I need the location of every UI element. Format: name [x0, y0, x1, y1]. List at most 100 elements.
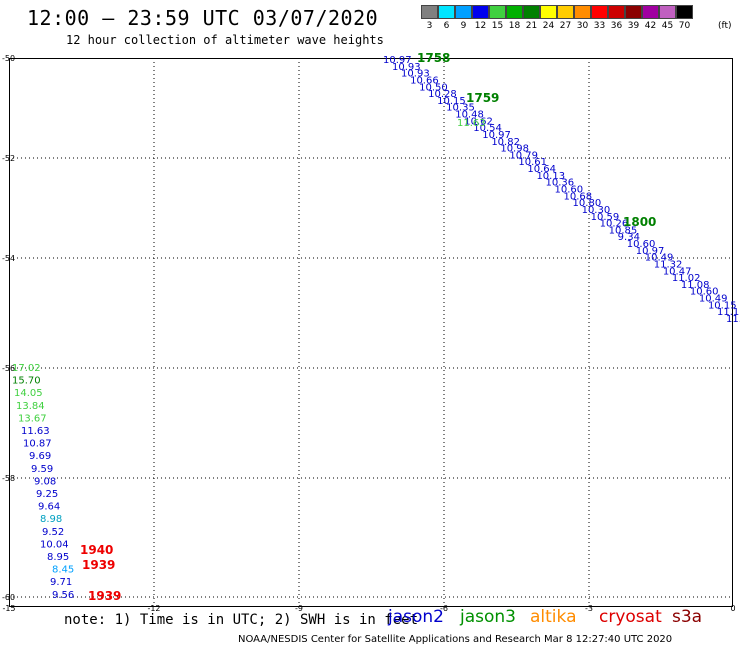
colorbar-label: 39: [627, 21, 640, 31]
swh-value: 10.54: [473, 123, 502, 134]
swh-value: 10.79: [509, 150, 538, 161]
swh-value: 10.28: [428, 89, 457, 100]
colorbar-swatch: [506, 5, 523, 19]
colorbar-label: 45: [661, 21, 674, 31]
swh-value: 10.62: [464, 116, 493, 127]
colorbar-labels: 3 6 9 12 15 18 21 24 27 30 33 36 39 42 45 70: [421, 21, 693, 31]
colorbar-swatch: [574, 5, 591, 19]
swh-value: 9.34: [618, 232, 640, 243]
colorbar-label: 36: [610, 21, 623, 31]
swh-value: 10.61: [518, 157, 547, 168]
colorbar-label: 9: [460, 21, 467, 31]
swh-value: 11.: [726, 314, 740, 325]
colorbar-label: 24: [542, 21, 555, 31]
satellite-legend-item: cryosat: [599, 607, 662, 627]
swh-value: 8.98: [40, 514, 62, 525]
swh-value: 10.30: [582, 205, 611, 216]
swh-value: 14.05: [14, 388, 43, 399]
latitude-label: -52: [2, 154, 15, 163]
swh-value: 10.98: [500, 144, 529, 155]
swh-value: 10.15: [437, 96, 466, 107]
swh-value: 10.47: [663, 266, 692, 277]
swh-value: 9.59: [31, 464, 53, 475]
colorbar-label: 15: [491, 21, 504, 31]
swh-value: 10.49: [645, 253, 674, 264]
swh-value: 10.93: [392, 62, 421, 73]
swh-value: 10.85: [609, 225, 638, 236]
colorbar-label: 12: [474, 21, 487, 31]
swh-value: 10.97: [636, 246, 665, 257]
footer-note: note: 1) Time is in UTC; 2) SWH is in fe…: [64, 612, 419, 628]
swh-value: 17.02: [12, 363, 41, 374]
swh-value: 9.64: [38, 502, 60, 513]
swh-value: 10.97: [482, 130, 511, 141]
swh-value: 10.50: [419, 82, 448, 93]
colorbar-swatch: [472, 5, 489, 19]
swh-value: 15.70: [12, 376, 41, 387]
swh-value: 10.60: [555, 185, 584, 196]
swh-value: 9.52: [42, 527, 64, 538]
colorbar-swatch: [591, 5, 608, 19]
swh-value: 10.68: [564, 191, 593, 202]
page-subtitle: 12 hour collection of altimeter wave hei…: [66, 33, 384, 47]
colorbar-swatch: [421, 5, 438, 19]
colorbar-label: 6: [443, 21, 450, 31]
swh-value: 10.04: [40, 539, 69, 550]
colorbar-label: 3: [426, 21, 433, 31]
colorbar-swatch: [659, 5, 676, 19]
satellite-legend-item: altika: [530, 607, 577, 627]
colorbar-swatch: [642, 5, 659, 19]
satellite-legend-item: jason2: [388, 607, 444, 627]
colorbar-label: 33: [593, 21, 606, 31]
colorbar-swatch: [608, 5, 625, 19]
swh-value: 10.59: [591, 212, 620, 223]
colorbar-swatch: [625, 5, 642, 19]
swh-value: 9.25: [36, 489, 58, 500]
swh-value: 10.64: [527, 164, 556, 175]
swh-value: 11.17: [717, 307, 740, 318]
colorbar-swatch: [676, 5, 693, 19]
track-time-label: 1759: [466, 91, 499, 105]
colorbar-label: 21: [525, 21, 538, 31]
swh-value: 10.49: [699, 294, 728, 305]
colorbar-swatch: [523, 5, 540, 19]
longitude-label: -9: [295, 604, 303, 613]
swh-value: 9.56: [52, 590, 74, 601]
swh-value: 9.69: [29, 451, 51, 462]
swh-value: 10.87: [23, 439, 52, 450]
colorbar-swatch: [438, 5, 455, 19]
map-frame: [9, 58, 733, 607]
swh-value: 10.60: [627, 239, 656, 250]
swh-value: 11.08: [681, 280, 710, 291]
longitude-label: 0: [730, 604, 735, 613]
colorbar-label: 30: [576, 21, 589, 31]
swh-value: 10.82: [491, 137, 520, 148]
colorbar-unit: (ft): [718, 21, 732, 31]
satellite-legend-item: s3a: [672, 607, 703, 627]
swh-value: 10.26: [600, 219, 629, 230]
latitude-label: -56: [2, 364, 15, 373]
colorbar-label: 42: [644, 21, 657, 31]
longitude-label: -6: [440, 604, 448, 613]
swh-value: 11.63: [457, 118, 486, 129]
wave-height-colorbar: [421, 5, 693, 19]
colorbar-swatch: [557, 5, 574, 19]
swh-value: 8.95: [47, 552, 69, 563]
latitude-label: -58: [2, 474, 15, 483]
satellite-legend-item: jason3: [460, 607, 516, 627]
swh-value: 10.97: [383, 55, 412, 66]
swh-value: 10.15: [708, 300, 737, 311]
longitude-label: -3: [585, 604, 593, 613]
swh-value: 10.60: [690, 287, 719, 298]
colorbar-label: 27: [559, 21, 572, 31]
swh-value: 10.35: [446, 103, 475, 114]
swh-value: 10.13: [536, 171, 565, 182]
track-time-label: 1758: [417, 51, 450, 65]
swh-value: 10.93: [401, 69, 430, 80]
track-time-label: 1939: [82, 558, 115, 572]
colorbar-swatch: [540, 5, 557, 19]
credit-line: NOAA/NESDIS Center for Satellite Applica…: [238, 634, 673, 645]
swh-value: 9.08: [34, 476, 56, 487]
swh-value: 8.45: [52, 565, 74, 576]
